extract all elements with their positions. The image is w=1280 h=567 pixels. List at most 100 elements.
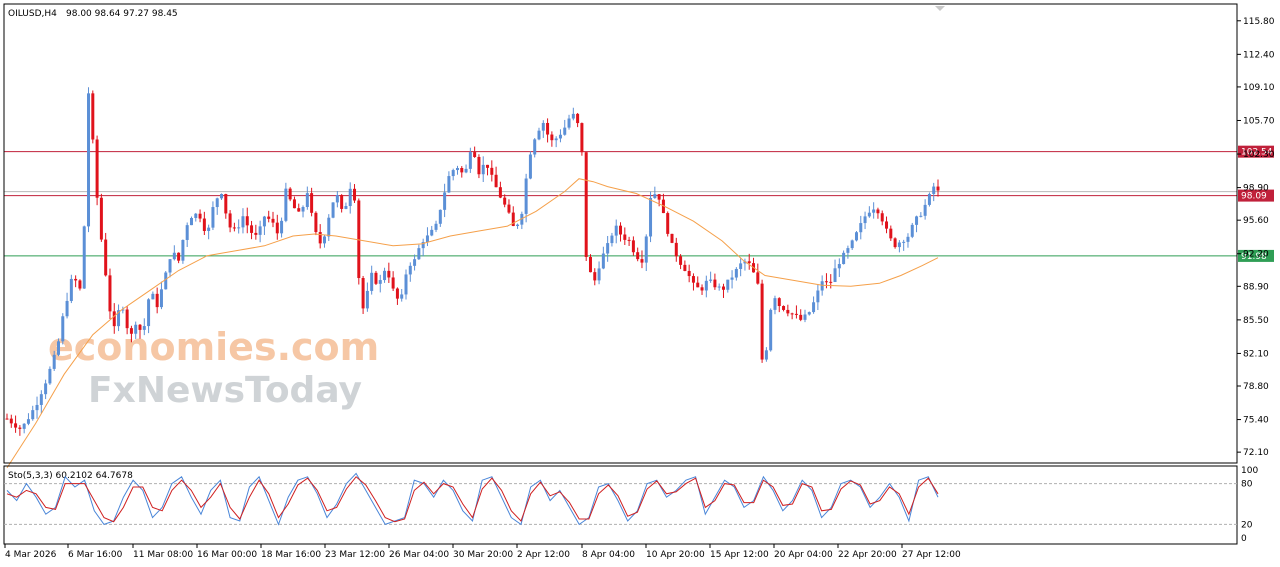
time-tick-label: 2 Apr 12:00 <box>517 550 570 560</box>
candle-body <box>623 234 627 240</box>
candle-body <box>528 154 532 179</box>
candle-body <box>619 225 623 235</box>
candle-body <box>636 252 640 260</box>
candle-body <box>516 224 520 227</box>
scroll-marker-icon[interactable] <box>935 6 945 11</box>
candle-body <box>215 198 219 208</box>
candle-body <box>39 394 43 405</box>
candle-body <box>198 213 202 219</box>
candle-body <box>117 310 121 327</box>
level-tag-label: 98.09 <box>1241 192 1267 202</box>
candle-body <box>588 256 592 273</box>
candle-body <box>181 239 185 261</box>
candle-body <box>910 224 914 237</box>
candle-body <box>31 410 35 420</box>
candle-body <box>455 168 459 171</box>
candle-body <box>237 227 241 229</box>
level-tag-resistance <box>1238 145 1274 158</box>
price-axis[interactable]: 115.80 112.40 109.10 105.70 102.30 98.90 95.60… <box>1237 17 1275 458</box>
time-tick-label: 15 Apr 12:00 <box>710 550 769 560</box>
price-tick-label: 105.70 <box>1243 116 1275 126</box>
candle-body <box>601 253 605 269</box>
candle-body <box>438 209 442 224</box>
candle-body <box>721 286 725 290</box>
candle-body <box>927 193 931 205</box>
candle-body <box>310 193 314 213</box>
candle-body <box>563 127 567 135</box>
candle-body <box>816 290 820 303</box>
time-axis[interactable]: 4 Mar 2026 6 Mar 16:00 11 Mar 08:00 16 Mar … <box>4 544 961 560</box>
candle-body <box>61 316 65 342</box>
candle-body <box>859 223 863 233</box>
candle-body <box>18 427 22 429</box>
candle-body <box>649 198 653 237</box>
candle-body <box>44 383 48 395</box>
candle-body <box>344 206 348 209</box>
candle-body <box>314 212 318 233</box>
candle-body <box>597 268 601 281</box>
candle-body <box>202 218 206 231</box>
candle-body <box>14 423 18 428</box>
candle-body <box>258 226 262 235</box>
candle-body <box>241 216 245 228</box>
stoch-line-main <box>6 472 939 526</box>
candle-body <box>142 326 146 330</box>
candle-body <box>125 309 129 329</box>
candle-body <box>284 188 288 221</box>
price-tick-label: 78.80 <box>1243 382 1269 392</box>
candle-body <box>683 264 687 271</box>
candle-body <box>606 243 610 254</box>
candle-body <box>374 272 378 284</box>
time-tick-label: 10 Apr 20:00 <box>646 550 705 560</box>
candle-body <box>576 113 580 124</box>
candle-body <box>799 314 803 320</box>
candle-body <box>812 302 816 313</box>
candle-body <box>932 186 936 194</box>
stoch-line-signal <box>6 476 939 523</box>
candle-body <box>490 167 494 175</box>
candle-body <box>112 311 116 327</box>
candle-body <box>631 240 635 253</box>
candle-body <box>48 368 52 384</box>
candle-body <box>228 213 232 228</box>
candle-body <box>232 227 236 229</box>
candle-body <box>790 313 794 315</box>
candle-body <box>292 199 296 209</box>
candle-body <box>760 283 764 360</box>
candle-body <box>580 123 584 153</box>
candle-body <box>915 216 919 225</box>
level-tag-current <box>1238 189 1274 202</box>
candle-body <box>301 207 305 212</box>
candle-body <box>177 252 181 261</box>
stoch-tick-label: 100 <box>1241 466 1258 476</box>
candle-body <box>121 309 125 311</box>
candle-body <box>889 228 893 239</box>
candle-body <box>189 217 193 226</box>
candle-body <box>876 209 880 214</box>
candle-body <box>704 280 708 291</box>
candle-body <box>395 288 399 299</box>
candle-body <box>331 202 335 218</box>
candle-body <box>370 272 374 291</box>
candle-body <box>194 213 198 218</box>
candle-body <box>919 215 923 217</box>
candle-body <box>885 221 889 229</box>
candle-body <box>824 281 828 283</box>
candle-body <box>245 216 249 226</box>
candle-body <box>687 270 691 277</box>
candle-body <box>207 227 211 231</box>
candle-body <box>481 164 485 175</box>
candle-body <box>726 279 730 290</box>
candle-body <box>87 93 91 227</box>
candle-body <box>854 232 858 241</box>
candle-body <box>494 174 498 188</box>
candle-body <box>511 212 515 227</box>
candle-body <box>554 138 558 141</box>
candle-body <box>739 263 743 269</box>
candle-body <box>863 216 867 224</box>
candle-body <box>52 354 56 369</box>
candle-body <box>104 239 108 276</box>
candle-body <box>400 294 404 299</box>
